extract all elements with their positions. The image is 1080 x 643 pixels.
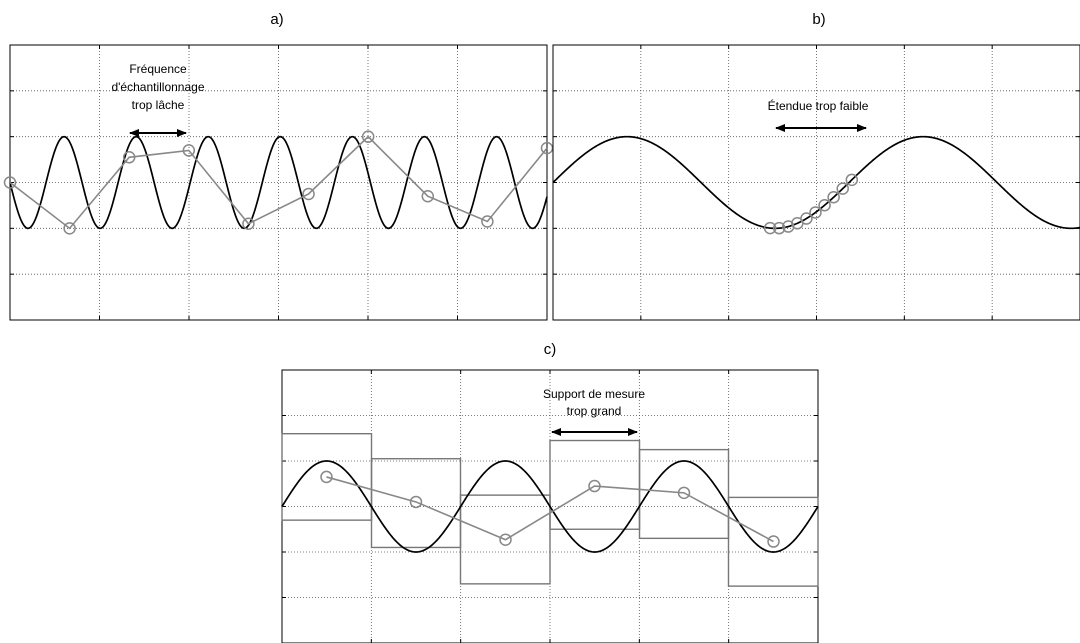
plot-c-sample-point: [320, 470, 333, 484]
plot-c-measurement-box: [549, 439, 641, 530]
plot-b-sample-point: [772, 221, 786, 235]
plot-c-sample-line: [326, 476, 774, 543]
plot-b-sample-point: [827, 190, 840, 204]
plot-b-sample-point: [763, 221, 777, 235]
plot-b-sample-point: [845, 173, 859, 187]
plot-a: [3, 44, 554, 321]
plot-a-sample-point: [3, 176, 17, 189]
plot-b: [552, 44, 1080, 321]
plot-c-sample-point: [767, 535, 780, 548]
plot-a-sample-point: [242, 217, 255, 230]
plot-c-sample-point: [588, 479, 601, 493]
plot-a-sample-point: [481, 215, 494, 228]
plot-b-sample-point: [800, 212, 813, 225]
plot-c-sample-point: [409, 495, 423, 509]
plot-c-measurement-box: [370, 458, 462, 549]
plot-c-measurement-box: [727, 496, 819, 587]
plot-a-sample-point: [361, 130, 375, 143]
plot-c-sample-point: [499, 533, 512, 546]
panel-a-label: a): [270, 11, 283, 28]
annotation-a-line-1: Fréquence: [129, 62, 187, 76]
annotation-c-line-2: trop grand: [567, 404, 622, 418]
plot-a-signal-curve: [9, 135, 548, 230]
plot-c-signal-curve: [281, 460, 819, 553]
plot-c-measurement-box: [638, 448, 730, 540]
annotation-a: Fréquence d'échantillonnage trop lâche: [111, 62, 205, 137]
plot-c-sample-point: [677, 486, 691, 500]
plot-a-sample-point: [302, 187, 315, 201]
plot-a-sample-point: [421, 190, 435, 203]
plot-a-sample-point: [63, 222, 76, 235]
annotation-b-line-1: Étendue trop faible: [768, 98, 869, 113]
plot-a-sample-line: [9, 135, 548, 230]
annotation-b: Étendue trop faible: [768, 98, 869, 132]
annotation-a-line-2: d'échantillonnage: [111, 80, 204, 94]
plot-b-signal-curve: [552, 135, 1080, 230]
panel-c-label: c): [544, 341, 557, 358]
plot-b-sample-point: [809, 206, 822, 219]
plot-a-sample-point: [182, 144, 196, 157]
annotation-a-line-3: trop lâche: [132, 98, 185, 112]
plot-a-sample-point: [122, 151, 136, 164]
annotation-c: Support de mesure trop grand: [543, 387, 645, 436]
plot-b-sample-point: [818, 199, 831, 212]
plot-c-measurement-box: [459, 494, 551, 585]
plot-c: [281, 369, 819, 643]
plot-b-sample-point: [836, 182, 849, 195]
panel-b-label: b): [812, 11, 825, 28]
annotation-c-line-1: Support de mesure: [543, 387, 645, 401]
